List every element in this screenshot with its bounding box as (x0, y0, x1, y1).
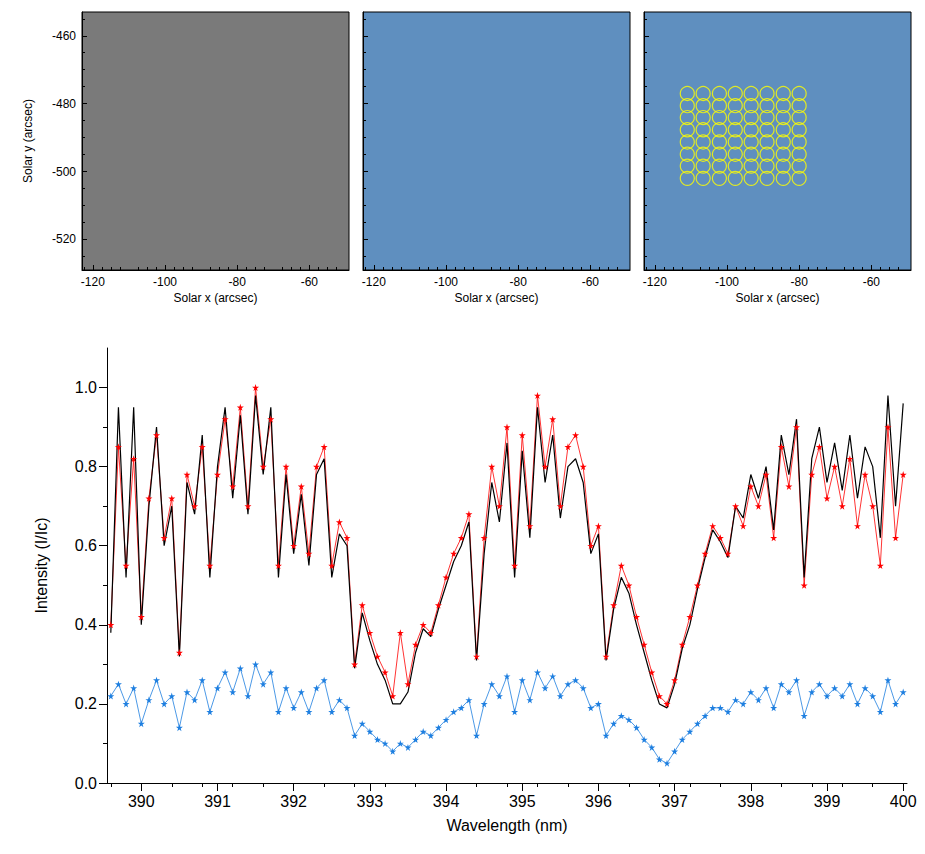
svg-text:Solar x (arcsec): Solar x (arcsec) (735, 291, 819, 305)
svg-text:-60: -60 (863, 275, 881, 289)
svg-text:Intensity (I/Ic): Intensity (I/Ic) (33, 517, 50, 613)
svg-text:-100: -100 (715, 275, 739, 289)
svg-text:400: 400 (890, 793, 917, 810)
svg-text:390: 390 (128, 793, 155, 810)
svg-text:394: 394 (433, 793, 460, 810)
svg-text:-100: -100 (153, 275, 177, 289)
svg-text:-80: -80 (228, 275, 246, 289)
svg-text:398: 398 (737, 793, 764, 810)
svg-text:Solar x (arcsec): Solar x (arcsec) (454, 291, 538, 305)
svg-text:Wavelength (nm): Wavelength (nm) (446, 817, 567, 834)
svg-text:0.8: 0.8 (75, 458, 97, 475)
svg-text:-80: -80 (790, 275, 808, 289)
svg-text:-120: -120 (81, 275, 105, 289)
svg-text:-120: -120 (643, 275, 667, 289)
svg-text:-80: -80 (509, 275, 527, 289)
svg-text:397: 397 (661, 793, 688, 810)
svg-text:393: 393 (357, 793, 384, 810)
svg-text:399: 399 (814, 793, 841, 810)
svg-text:-480: -480 (52, 97, 76, 111)
svg-text:Solar y (arcsec): Solar y (arcsec) (21, 99, 35, 183)
svg-text:-60: -60 (301, 275, 319, 289)
svg-text:-500: -500 (52, 165, 76, 179)
svg-text:0.0: 0.0 (75, 775, 97, 792)
svg-text:-520: -520 (52, 232, 76, 246)
svg-text:396: 396 (585, 793, 612, 810)
svg-text:-100: -100 (434, 275, 458, 289)
svg-text:392: 392 (280, 793, 307, 810)
svg-text:0.2: 0.2 (75, 695, 97, 712)
svg-text:-60: -60 (582, 275, 600, 289)
svg-text:0.4: 0.4 (75, 616, 97, 633)
svg-text:0.6: 0.6 (75, 537, 97, 554)
svg-text:395: 395 (509, 793, 536, 810)
svg-text:391: 391 (204, 793, 231, 810)
svg-text:-120: -120 (362, 275, 386, 289)
svg-text:1.0: 1.0 (75, 379, 97, 396)
svg-text:Solar x (arcsec): Solar x (arcsec) (173, 291, 257, 305)
svg-text:-460: -460 (52, 29, 76, 43)
